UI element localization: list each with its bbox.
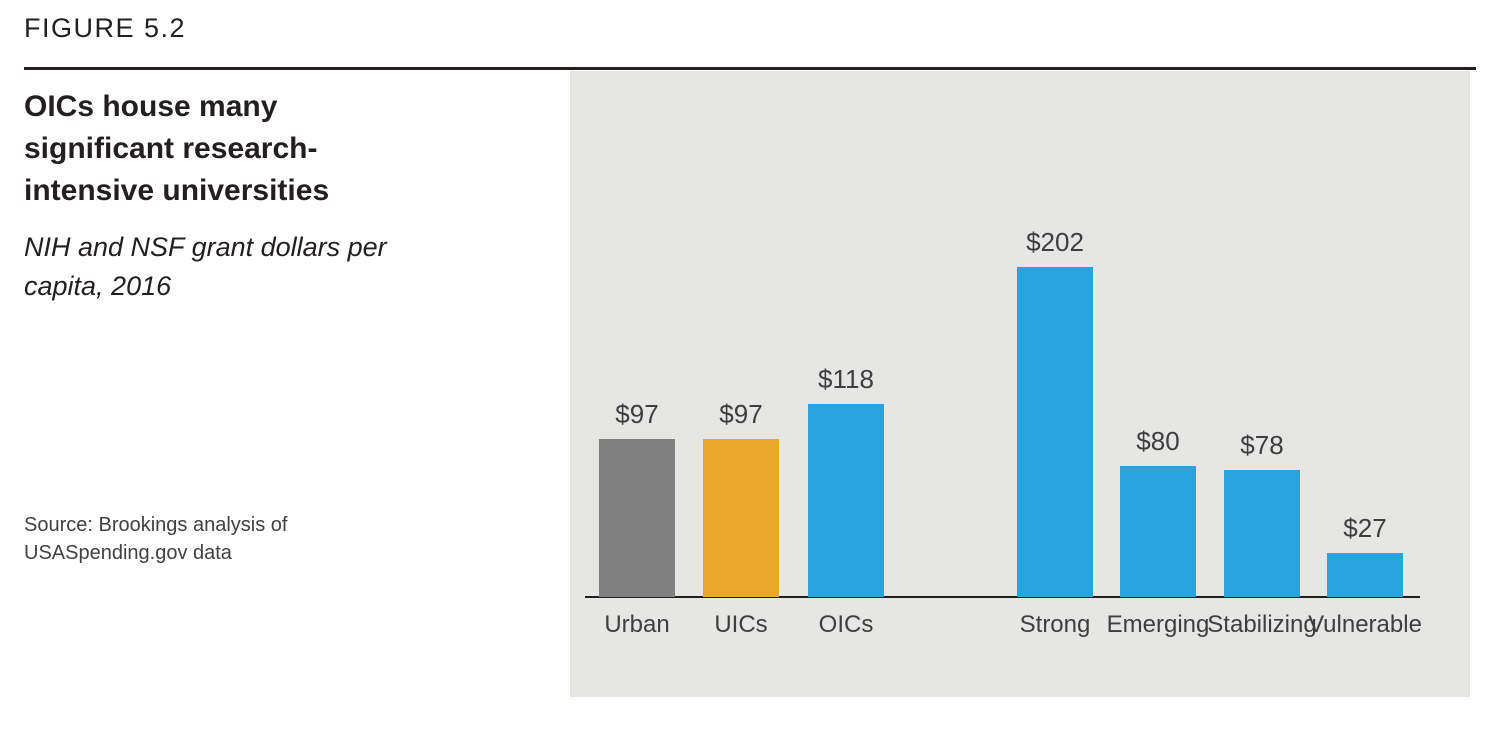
category-label-vulnerable: Vulnerable <box>1308 611 1422 638</box>
bar-oics <box>808 404 884 597</box>
value-label-urban: $97 <box>615 399 659 429</box>
bar-strong <box>1017 267 1093 597</box>
bar-urban <box>599 439 675 597</box>
value-label-emerging: $80 <box>1136 426 1180 456</box>
category-label-urban: Urban <box>604 611 670 638</box>
chart-subtitle: NIH and NSF grant dollars per capita, 20… <box>24 232 387 301</box>
value-label-stabilizing: $78 <box>1240 430 1284 460</box>
value-label-oics: $118 <box>818 364 874 394</box>
x-axis-line <box>585 596 1420 598</box>
category-label-emerging: Emerging <box>1106 611 1210 638</box>
bar-stabilizing <box>1224 470 1300 597</box>
chart-title: OICs house many significant research-int… <box>24 90 330 207</box>
category-label-uics: UICs <box>714 611 768 638</box>
value-label-uics: $97 <box>719 399 763 429</box>
value-label-vulnerable: $27 <box>1343 513 1387 543</box>
source-note: Source: Brookings analysis of USASpendin… <box>24 514 288 564</box>
bar-uics <box>703 439 779 597</box>
chart-panel: $97 Urban $97 UICs $118 OICs $202 Strong $80 Emer… <box>570 71 1470 697</box>
category-label-stabilizing: Stabilizing <box>1207 611 1317 638</box>
figure-number-label: FIGURE 5.2 <box>24 13 187 43</box>
category-label-oics: OICs <box>818 611 874 638</box>
bar-vulnerable <box>1327 553 1403 597</box>
bar-emerging <box>1120 466 1196 597</box>
plot-area: $97 Urban $97 UICs $118 OICs $202 Strong $80 Emer… <box>570 71 1470 697</box>
header-rule <box>24 67 1476 70</box>
value-label-strong: $202 <box>1026 227 1084 257</box>
category-label-strong: Strong <box>1019 611 1091 638</box>
